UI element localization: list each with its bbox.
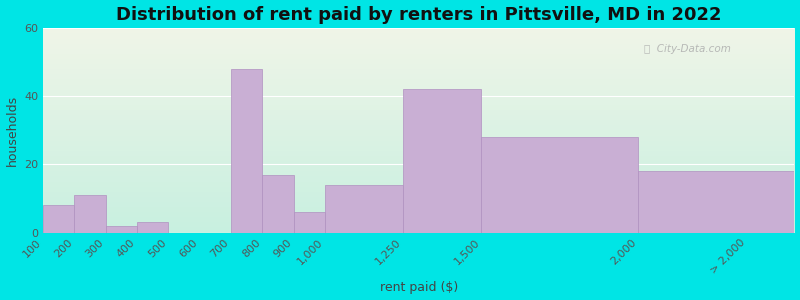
Bar — [43, 205, 74, 232]
Bar — [106, 226, 137, 232]
Bar — [137, 222, 168, 233]
Bar — [482, 137, 638, 232]
Bar — [403, 89, 482, 232]
Text: ⓘ  City-Data.com: ⓘ City-Data.com — [644, 44, 731, 54]
Bar — [325, 185, 403, 233]
Y-axis label: households: households — [6, 95, 18, 166]
Bar — [262, 175, 294, 232]
X-axis label: rent paid ($): rent paid ($) — [380, 281, 458, 294]
Bar — [231, 69, 262, 232]
Bar — [74, 195, 106, 232]
Bar — [638, 171, 794, 232]
Title: Distribution of rent paid by renters in Pittsville, MD in 2022: Distribution of rent paid by renters in … — [116, 6, 722, 24]
Bar — [294, 212, 325, 232]
